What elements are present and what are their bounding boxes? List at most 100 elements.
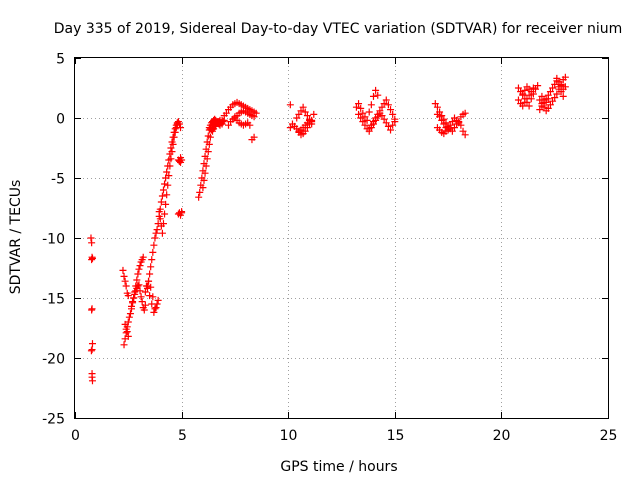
data-point: [544, 95, 552, 103]
data-point: [135, 281, 143, 289]
data-point: [163, 168, 171, 176]
data-point: [514, 84, 522, 92]
data-point: [121, 277, 129, 285]
data-point: [440, 120, 448, 128]
data-point: [137, 293, 145, 301]
data-point: [293, 114, 301, 122]
data-point: [357, 114, 365, 122]
data-point: [88, 346, 96, 354]
data-point: [150, 308, 158, 316]
data-point: [195, 193, 203, 201]
data-point: [136, 287, 144, 295]
data-point: [534, 82, 542, 90]
x-tick-label: 20: [493, 428, 511, 444]
data-point: [365, 127, 373, 135]
data-point: [158, 192, 166, 200]
x-tick-label: 5: [178, 428, 187, 444]
data-point: [359, 118, 367, 126]
data-point: [120, 341, 128, 349]
data-point: [151, 234, 159, 242]
y-tick-label: -5: [51, 172, 65, 188]
data-point: [205, 140, 213, 148]
y-tick-label: -25: [42, 412, 65, 428]
y-tick-label: -10: [42, 232, 65, 248]
data-point: [161, 180, 169, 188]
data-point: [199, 184, 207, 192]
data-points: [87, 73, 569, 385]
data-point: [461, 109, 469, 117]
data-point: [87, 234, 95, 242]
data-point: [365, 108, 373, 116]
data-point: [159, 220, 167, 228]
data-point: [122, 282, 130, 290]
data-point: [211, 122, 219, 130]
data-point: [87, 347, 95, 355]
data-point: [196, 188, 204, 196]
data-point: [126, 310, 134, 318]
data-point: [529, 84, 537, 92]
data-point: [159, 186, 167, 194]
data-point: [169, 140, 177, 148]
data-point: [152, 304, 160, 312]
chart-title: Day 335 of 2019, Sidereal Day-to-day VTE…: [54, 21, 623, 37]
data-point: [361, 113, 369, 121]
data-point: [391, 118, 399, 126]
data-point: [166, 162, 174, 170]
data-point: [136, 262, 144, 270]
data-point: [127, 302, 135, 310]
data-point: [538, 92, 546, 100]
data-point: [286, 101, 294, 109]
data-point: [389, 121, 397, 129]
data-point: [163, 191, 171, 199]
data-point: [202, 162, 210, 170]
data-point: [129, 298, 137, 306]
data-point: [367, 124, 375, 132]
data-point: [436, 113, 444, 121]
data-point: [120, 272, 128, 280]
data-point: [153, 300, 161, 308]
data-point: [130, 294, 138, 302]
data-point: [521, 98, 529, 106]
data-point: [521, 86, 529, 94]
data-point: [204, 148, 212, 156]
data-point: [546, 88, 554, 96]
y-tick-label: 0: [56, 112, 65, 128]
data-point: [433, 103, 441, 111]
data-point: [519, 90, 527, 98]
data-point: [542, 98, 550, 106]
data-point: [384, 122, 392, 130]
data-point: [147, 263, 155, 271]
data-point: [369, 92, 377, 100]
data-point: [303, 112, 311, 120]
data-point: [225, 121, 233, 129]
data-point: [438, 116, 446, 124]
data-point: [382, 96, 390, 104]
data-point: [557, 82, 565, 90]
data-point: [378, 112, 386, 120]
data-point: [141, 288, 149, 296]
x-axis-label: GPS time / hours: [280, 459, 397, 475]
data-point: [152, 229, 160, 237]
data-point: [134, 282, 142, 290]
data-point: [250, 133, 258, 141]
data-point: [162, 200, 170, 208]
y-tick-label: -20: [42, 352, 65, 368]
data-point: [301, 127, 309, 135]
data-point: [363, 116, 371, 124]
data-point: [142, 282, 150, 290]
data-point: [361, 121, 369, 129]
x-tick-label: 0: [71, 428, 80, 444]
data-point: [523, 95, 531, 103]
data-point: [147, 283, 155, 291]
data-point: [359, 109, 367, 117]
data-point: [352, 103, 360, 111]
data-point: [171, 128, 179, 136]
data-point: [119, 266, 127, 274]
data-point: [389, 110, 397, 118]
data-point: [88, 377, 96, 385]
data-point: [153, 226, 161, 234]
data-point: [382, 119, 390, 127]
data-point: [303, 124, 311, 132]
data-point: [121, 335, 129, 343]
data-point: [131, 290, 139, 298]
